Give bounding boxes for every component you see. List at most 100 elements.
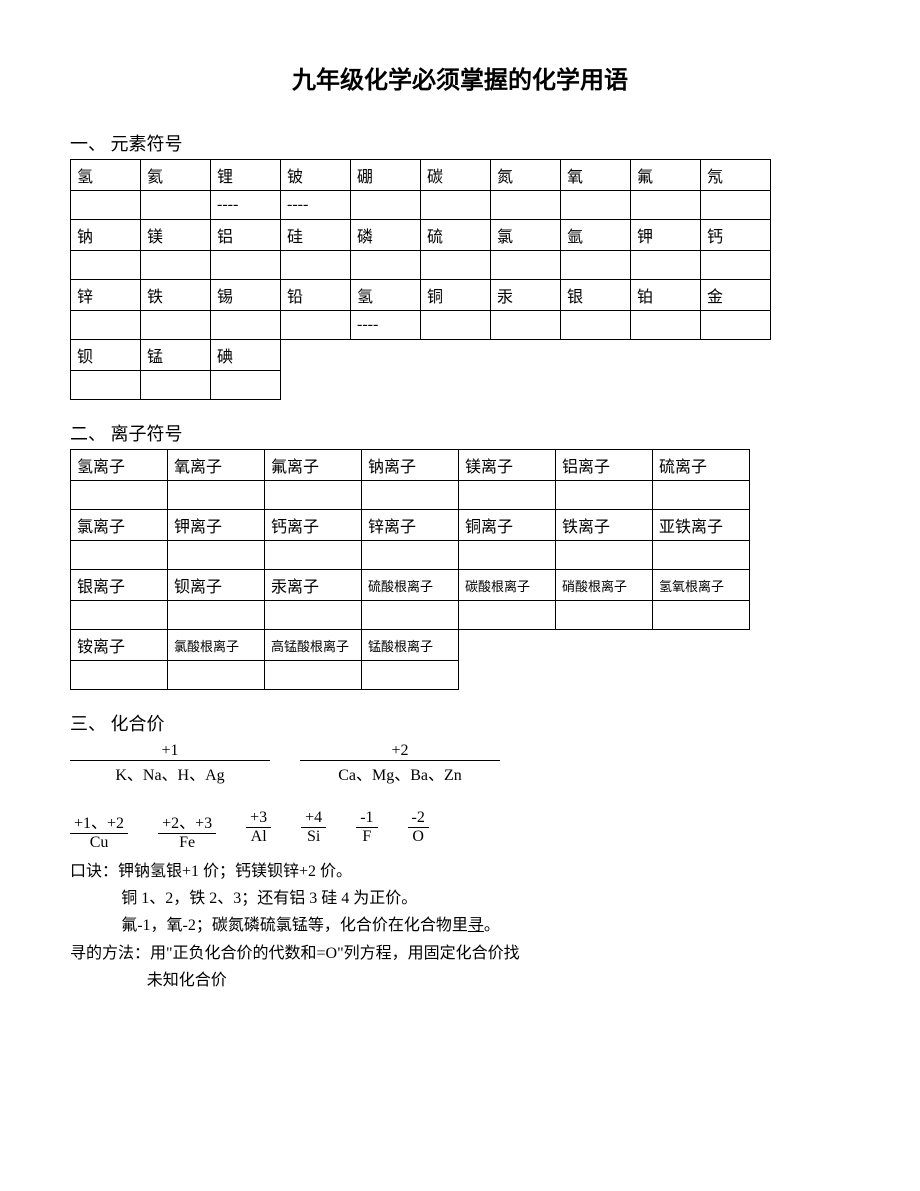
table-cell — [631, 311, 701, 340]
valence-bot: Al — [246, 828, 271, 846]
table-cell — [556, 601, 653, 630]
valence-top: +1、+2 — [70, 809, 128, 834]
table-cell: 钾离子 — [168, 510, 265, 541]
valence-top: -2 — [408, 809, 429, 828]
table-cell: 碳酸根离子 — [459, 570, 556, 601]
table-cell: 氯酸根离子 — [168, 630, 265, 661]
table-cell: 钙离子 — [265, 510, 362, 541]
table-cell: 氢离子 — [71, 450, 168, 481]
table-cell — [556, 481, 653, 510]
table-cell: 硝酸根离子 — [556, 570, 653, 601]
table-cell — [168, 661, 265, 690]
table-cell: 汞离子 — [265, 570, 362, 601]
section1-heading: 一、 元素符号 — [70, 130, 850, 156]
valence-bot: K、Na、H、Ag — [70, 761, 270, 785]
table-cell — [71, 191, 141, 220]
table-cell — [556, 541, 653, 570]
table-cell — [491, 251, 561, 280]
table-cell: 银 — [561, 280, 631, 311]
table-cell — [362, 541, 459, 570]
table-cell: ---- — [351, 311, 421, 340]
table-cell: 硫离子 — [653, 450, 750, 481]
table-cell — [281, 251, 351, 280]
table-cell: 氧 — [561, 160, 631, 191]
table-cell: 铍 — [281, 160, 351, 191]
table-cell: 金 — [701, 280, 771, 311]
table-cell: 铁 — [141, 280, 211, 311]
table-cell — [421, 251, 491, 280]
table-cell — [459, 541, 556, 570]
section3-heading: 三、 化合价 — [70, 710, 850, 736]
mnemonic-line-4: 寻的方法：用"正负化合价的代数和=O"列方程，用固定化合价找 — [70, 940, 850, 967]
table-cell — [141, 191, 211, 220]
table-cell: 氟离子 — [265, 450, 362, 481]
valence-top: -1 — [356, 809, 377, 828]
table-cell — [141, 371, 211, 400]
table-cell: 锌 — [71, 280, 141, 311]
section2-heading: 二、 离子符号 — [70, 420, 850, 446]
table-cell: 氯离子 — [71, 510, 168, 541]
table-cell: ---- — [281, 191, 351, 220]
valence-top: +2 — [300, 742, 500, 761]
table-cell: 钡 — [71, 340, 141, 371]
table-cell — [211, 251, 281, 280]
table-cell — [701, 311, 771, 340]
valence-group: -2O — [408, 809, 429, 852]
table-cell: 铜 — [421, 280, 491, 311]
valence-group: +2、+3Fe — [158, 809, 216, 852]
valence-bot: Si — [301, 828, 326, 846]
element-symbol-table: 氢氦锂铍硼碳氮氧氟氖--------钠镁铝硅磷硫氯氩钾钙锌铁锡铅氢铜汞银铂金--… — [70, 159, 771, 400]
table-cell — [561, 251, 631, 280]
valence-group: +1、+2Cu — [70, 809, 128, 852]
table-cell: 氢 — [351, 280, 421, 311]
table-cell — [211, 371, 281, 400]
table-cell: 铅 — [281, 280, 351, 311]
table-cell: 磷 — [351, 220, 421, 251]
table-cell: 氮 — [491, 160, 561, 191]
table-cell: 铜离子 — [459, 510, 556, 541]
table-cell — [561, 311, 631, 340]
valence-group: -1F — [356, 809, 377, 852]
table-cell: 镁离子 — [459, 450, 556, 481]
table-cell: 氢氧根离子 — [653, 570, 750, 601]
table-cell: 硅 — [281, 220, 351, 251]
table-cell — [141, 251, 211, 280]
valence-block-b: +1、+2Cu +2、+3Fe +3Al +4Si -1F -2O — [70, 809, 850, 852]
table-cell — [459, 481, 556, 510]
table-cell — [71, 661, 168, 690]
table-cell: 硼 — [351, 160, 421, 191]
table-cell: 汞 — [491, 280, 561, 311]
table-cell: 碘 — [211, 340, 281, 371]
valence-bot: O — [408, 828, 429, 846]
table-cell — [71, 251, 141, 280]
valence-top: +1 — [70, 742, 270, 761]
table-cell — [701, 191, 771, 220]
table-cell — [351, 191, 421, 220]
table-cell — [631, 251, 701, 280]
table-cell: 钠 — [71, 220, 141, 251]
table-cell — [71, 371, 141, 400]
valence-top: +4 — [301, 809, 326, 828]
table-cell — [141, 311, 211, 340]
valence-group: +1K、Na、H、Ag — [70, 742, 270, 785]
valence-group: +4Si — [301, 809, 326, 852]
table-cell — [211, 311, 281, 340]
table-cell: 锡 — [211, 280, 281, 311]
table-cell: 钡离子 — [168, 570, 265, 601]
table-cell — [168, 601, 265, 630]
valence-group: +3Al — [246, 809, 271, 852]
table-cell — [653, 601, 750, 630]
table-cell: 铁离子 — [556, 510, 653, 541]
table-cell: 银离子 — [71, 570, 168, 601]
table-cell: ---- — [211, 191, 281, 220]
table-cell — [421, 311, 491, 340]
ion-symbol-table: 氢离子氧离子氟离子钠离子镁离子铝离子硫离子氯离子钾离子钙离子锌离子铜离子铁离子亚… — [70, 449, 750, 690]
table-cell — [491, 311, 561, 340]
table-cell — [362, 601, 459, 630]
table-cell — [561, 191, 631, 220]
table-cell: 高锰酸根离子 — [265, 630, 362, 661]
mnemonic-line-3: 氟-1，氧-2；碳氮磷硫氯锰等，化合价在化合物里寻。 — [70, 912, 850, 939]
table-cell — [168, 541, 265, 570]
mnemonic-line-5: 未知化合价 — [70, 967, 850, 994]
mnemonic-line-1: 口诀：钾钠氢银+1 价；钙镁钡锌+2 价。 — [70, 858, 850, 885]
